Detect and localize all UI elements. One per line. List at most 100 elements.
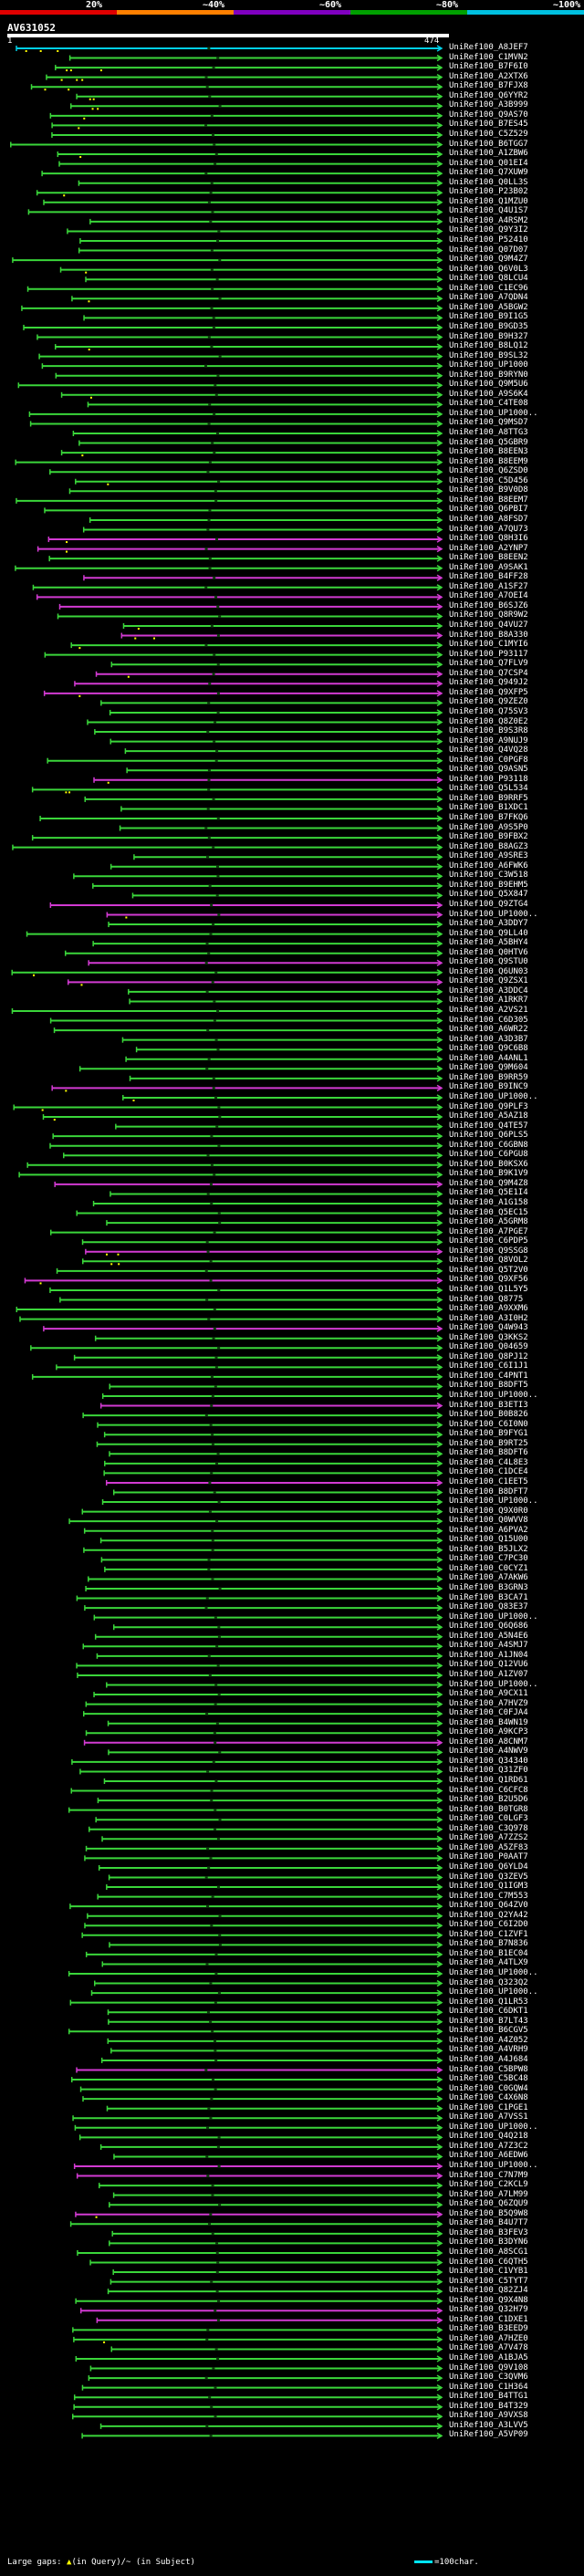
hit-row[interactable] [44,652,443,659]
hit-row[interactable] [120,805,443,813]
hit-row[interactable] [39,815,443,822]
hit-row[interactable] [81,1932,443,1939]
hit-row[interactable] [30,1344,443,1351]
hit-label[interactable]: UniRef100_B8DFT7 [449,1486,528,1497]
hit-row[interactable] [23,324,443,331]
hit-label[interactable]: UniRef100_B3ETI3 [449,1400,528,1410]
hit-label[interactable]: UniRef100_C0LGF3 [449,1814,528,1824]
hit-label[interactable]: UniRef100_Q1LR53 [449,1997,528,2007]
hit-label[interactable]: UniRef100_A7VSS1 [449,2112,528,2122]
hit-row[interactable] [131,892,443,900]
hit-label[interactable]: UniRef100_A4ANL1 [449,1053,528,1063]
hit-label[interactable]: UniRef100_C5D456 [449,475,528,485]
hit-row[interactable] [70,641,443,650]
hit-row[interactable] [57,612,443,621]
hit-row[interactable] [85,1951,443,1958]
hit-row[interactable] [101,1835,443,1842]
hit-row[interactable] [75,2211,443,2218]
hit-label[interactable]: UniRef100_A6WR22 [449,1025,528,1035]
hit-row[interactable] [56,1363,443,1371]
hit-label[interactable]: UniRef100_B4T329 [449,2401,528,2411]
hit-label[interactable]: UniRef100_Q6YLD4 [449,1862,528,1872]
hit-label[interactable]: UniRef100_B9V0D8 [449,485,528,495]
hit-row[interactable] [105,1479,443,1486]
hit-label[interactable]: UniRef100_Q1IGM3 [449,1882,528,1892]
hit-row[interactable] [26,286,443,293]
hit-row[interactable] [97,1797,443,1804]
hit-row[interactable] [112,1488,443,1497]
hit-label[interactable]: UniRef100_P52410 [449,235,528,245]
hit-row[interactable] [92,882,443,890]
hit-label[interactable]: UniRef100_C3QVM6 [449,2373,528,2383]
hit-row[interactable] [15,565,443,572]
hit-row[interactable] [31,786,443,794]
hit-row[interactable] [98,2182,443,2189]
hit-row[interactable] [42,1113,443,1121]
hit-row[interactable] [36,189,443,197]
hit-row[interactable] [108,2018,443,2026]
hit-row[interactable] [87,401,443,408]
hit-row[interactable] [97,1893,443,1901]
hit-label[interactable]: UniRef100_B0KSX6 [449,1159,528,1169]
hit-row[interactable] [87,1913,443,1920]
hit-label[interactable]: UniRef100_C0CYZ1 [449,1563,528,1573]
hit-label[interactable]: UniRef100_C6D305 [449,1015,528,1025]
hit-row[interactable] [58,160,443,168]
hit-row[interactable] [16,1306,443,1313]
hit-row[interactable] [12,256,443,264]
hit-label[interactable]: UniRef100_B3EED9 [449,2324,528,2334]
hit-row[interactable] [107,2288,443,2295]
hit-row[interactable] [59,1296,443,1304]
hit-label[interactable]: UniRef100_A5AZ18 [449,1111,528,1121]
hit-label[interactable]: UniRef100_Q9Y3I2 [449,225,528,235]
hit-label[interactable]: UniRef100_UP1000.. [449,1679,538,1689]
hit-row[interactable] [85,1248,443,1256]
hit-label[interactable]: UniRef100_Q07D07 [449,245,528,255]
hit-row[interactable] [49,1142,443,1150]
hit-label[interactable]: UniRef100_Q0LL3S [449,177,528,187]
hit-label[interactable]: UniRef100_A7ZZS2 [449,1833,528,1843]
hit-row[interactable] [18,1171,443,1178]
hit-row[interactable] [16,497,443,505]
hit-row[interactable] [103,1469,443,1477]
hit-label[interactable]: UniRef100_A6PVA2 [449,1525,528,1535]
hit-label[interactable]: UniRef100_A4VRH9 [449,2045,528,2055]
hit-row[interactable] [71,1758,443,1766]
hit-label[interactable]: UniRef100_B8A330 [449,630,528,640]
hit-label[interactable]: UniRef100_Q34340 [449,1756,528,1766]
hit-label[interactable]: UniRef100_Q82ZJ4 [449,2286,528,2296]
hit-row[interactable] [125,1056,443,1063]
hit-label[interactable]: UniRef100_C1ZVF1 [449,1929,528,1939]
hit-label[interactable]: UniRef100_B9GD35 [449,321,528,331]
hit-row[interactable] [11,969,443,976]
hit-row[interactable] [71,295,443,303]
hit-label[interactable]: UniRef100_B6CGV5 [449,2026,528,2036]
hit-label[interactable]: UniRef100_UP1000.. [449,2122,538,2132]
hit-label[interactable]: UniRef100_Q3KKS2 [449,1332,528,1342]
hit-row[interactable] [75,2355,443,2362]
hit-row[interactable] [115,1122,443,1131]
hit-label[interactable]: UniRef100_B4FF28 [449,572,528,582]
hit-row[interactable] [121,1037,443,1044]
hit-label[interactable]: UniRef100_C7N7M9 [449,2170,528,2180]
hit-label[interactable]: UniRef100_Q31ZF0 [449,1766,528,1776]
hit-row[interactable] [26,930,443,938]
hit-label[interactable]: UniRef100_A9KCP3 [449,1727,528,1737]
hit-label[interactable]: UniRef100_Q5E1I4 [449,1188,528,1198]
hit-label[interactable]: UniRef100_A9SRE3 [449,851,528,861]
hit-row[interactable] [84,1604,443,1611]
hit-label[interactable]: UniRef100_C7PC30 [449,1554,528,1564]
hit-row[interactable] [79,2307,443,2314]
hit-label[interactable]: UniRef100_C1MYI6 [449,640,528,650]
hit-row[interactable] [89,2364,443,2373]
hit-row[interactable] [51,121,443,130]
hit-label[interactable]: UniRef100_A5N4E6 [449,1631,528,1641]
hit-label[interactable]: UniRef100_A4Z052 [449,2035,528,2045]
hit-label[interactable]: UniRef100_C6I1J1 [449,1361,528,1371]
hit-row[interactable] [103,1431,443,1438]
hit-row[interactable] [82,1412,443,1419]
hit-label[interactable]: UniRef100_C6I0N0 [449,1419,528,1429]
hit-row[interactable] [110,1190,443,1198]
hit-label[interactable]: UniRef100_Q8VOL2 [449,1256,528,1266]
hit-row[interactable] [68,1517,443,1525]
